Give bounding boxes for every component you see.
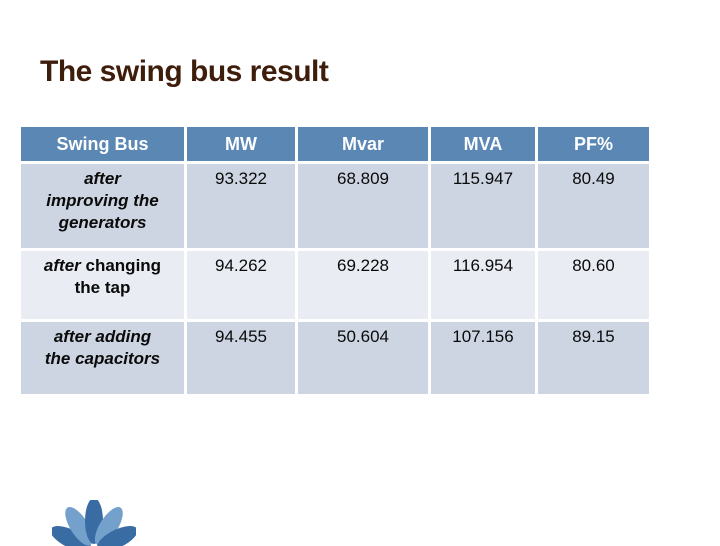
- cell-mw: 94.455: [187, 322, 295, 394]
- pinwheel-flourish-icon: [52, 500, 136, 546]
- cell-mvar: 69.228: [298, 251, 428, 319]
- row-label: after improving the generators: [21, 164, 184, 248]
- table-row: after changing the tap 94.262 69.228 116…: [21, 251, 649, 319]
- slide-title: The swing bus result: [40, 55, 329, 88]
- cell-mva: 115.947: [431, 164, 535, 248]
- row-label: after changing the tap: [21, 251, 184, 319]
- table-header-row: Swing Bus MW Mvar MVA PF%: [21, 127, 649, 161]
- cell-pf: 80.49: [538, 164, 649, 248]
- col-header-mw: MW: [187, 127, 295, 161]
- swing-bus-results-table: Swing Bus MW Mvar MVA PF% after improvin…: [18, 124, 652, 397]
- cell-pf: 89.15: [538, 322, 649, 394]
- cell-mvar: 68.809: [298, 164, 428, 248]
- table-row: after adding the capacitors 94.455 50.60…: [21, 322, 649, 394]
- cell-mva: 107.156: [431, 322, 535, 394]
- cell-mva: 116.954: [431, 251, 535, 319]
- cell-mw: 93.322: [187, 164, 295, 248]
- cell-pf: 80.60: [538, 251, 649, 319]
- cell-mvar: 50.604: [298, 322, 428, 394]
- col-header-mva: MVA: [431, 127, 535, 161]
- col-header-swing-bus: Swing Bus: [21, 127, 184, 161]
- cell-mw: 94.262: [187, 251, 295, 319]
- col-header-pf: PF%: [538, 127, 649, 161]
- row-label: after adding the capacitors: [21, 322, 184, 394]
- table-row: after improving the generators 93.322 68…: [21, 164, 649, 248]
- col-header-mvar: Mvar: [298, 127, 428, 161]
